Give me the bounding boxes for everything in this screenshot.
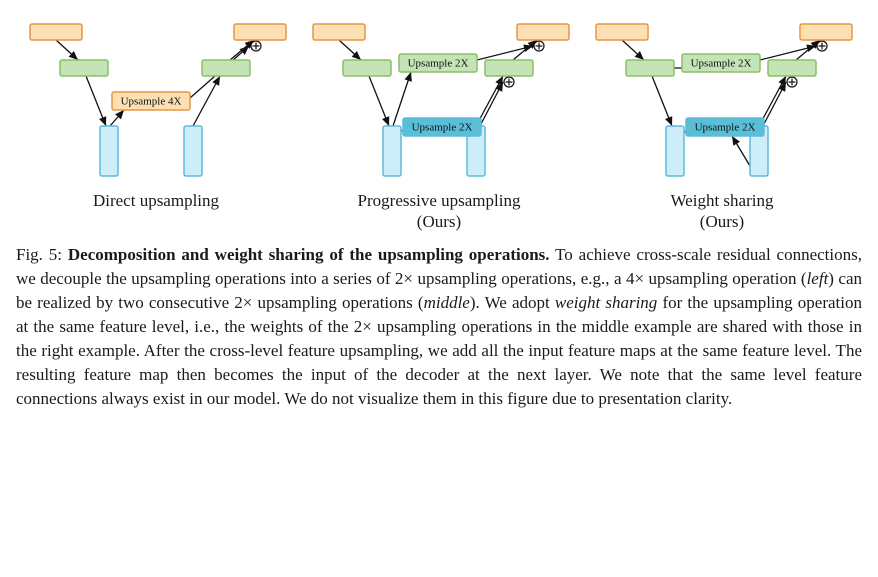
diagram-left-title-line1: Direct upsampling	[93, 191, 219, 210]
progressive-upsampling-diagram: Upsample 2X Upsample 2X	[299, 16, 579, 186]
weight-sharing-diagram: Upsample 2X Upsample 2X	[582, 16, 862, 186]
diagram-left-title: Direct upsampling	[93, 190, 219, 211]
diagram-left-col: Upsample 4X Direct upsampling	[16, 16, 296, 211]
diagrams-row: Upsample 4X Direct upsampling Upsample 2…	[16, 16, 862, 233]
caption-lead: Fig. 5:	[16, 245, 68, 264]
direct-upsampling-diagram: Upsample 4X	[16, 16, 296, 186]
diagram-right-title-line1: Weight sharing	[671, 191, 774, 210]
figure-caption: Fig. 5: Decomposition and weight sharing…	[16, 243, 862, 412]
caption-italic-left: left	[807, 269, 829, 288]
caption-italic-weightshare: weight sharing	[555, 293, 657, 312]
caption-italic-middle: middle	[424, 293, 470, 312]
diagram-right-col: Upsample 2X Upsample 2X Weight sharing (O…	[582, 16, 862, 233]
diagram-mid-col: Upsample 2X Upsample 2X Progressive upsam…	[299, 16, 579, 233]
svg-text:Upsample 4X: Upsample 4X	[121, 96, 182, 108]
caption-body-mid2: ). We adopt	[470, 293, 555, 312]
svg-text:Upsample 2X: Upsample 2X	[408, 58, 469, 70]
diagram-mid-title-line2: (Ours)	[417, 212, 461, 231]
svg-text:Upsample 2X: Upsample 2X	[695, 122, 756, 134]
diagram-right-title: Weight sharing (Ours)	[671, 190, 774, 233]
figure-container: Upsample 4X Direct upsampling Upsample 2…	[16, 16, 862, 411]
diagram-mid-title-line1: Progressive upsampling	[358, 191, 521, 210]
diagram-right-title-line2: (Ours)	[700, 212, 744, 231]
svg-text:Upsample 2X: Upsample 2X	[412, 122, 473, 134]
svg-text:Upsample 2X: Upsample 2X	[691, 58, 752, 70]
diagram-mid-title: Progressive upsampling (Ours)	[358, 190, 521, 233]
caption-title: Decomposition and weight sharing of the …	[68, 245, 550, 264]
